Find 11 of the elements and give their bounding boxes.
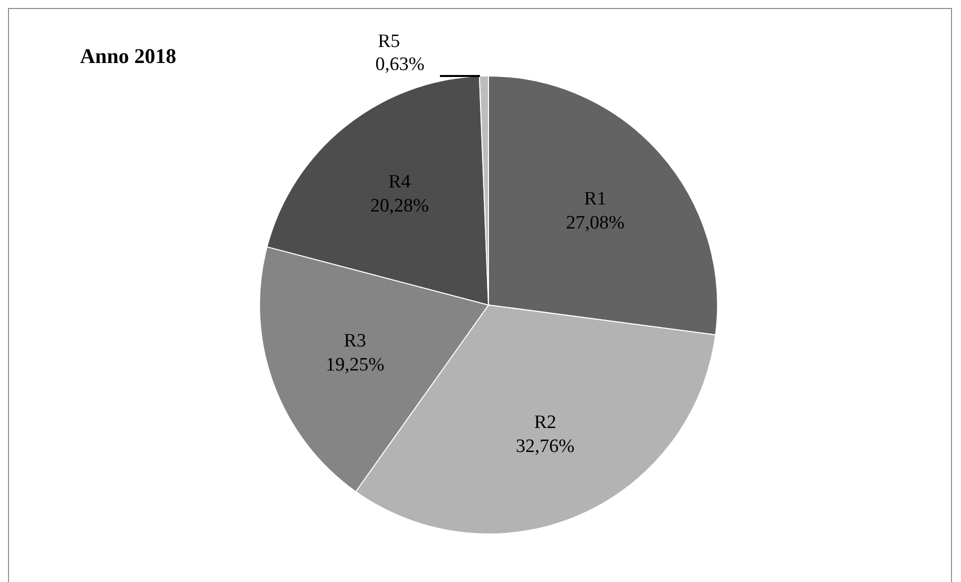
- data-label: 19,25%: [326, 354, 384, 376]
- slice-label: R4: [388, 171, 412, 192]
- slice-label: R2: [534, 412, 556, 434]
- slice-label: R1: [584, 188, 606, 210]
- slice-label: R3: [344, 330, 366, 352]
- data-label: 32,76%: [516, 436, 575, 458]
- data-label: 0,63%: [375, 54, 425, 76]
- data-label: 27,08%: [566, 212, 625, 234]
- text: Anno 2018: [80, 44, 176, 69]
- slice-label: R5: [378, 31, 400, 52]
- data-label: 20,28%: [370, 195, 430, 216]
